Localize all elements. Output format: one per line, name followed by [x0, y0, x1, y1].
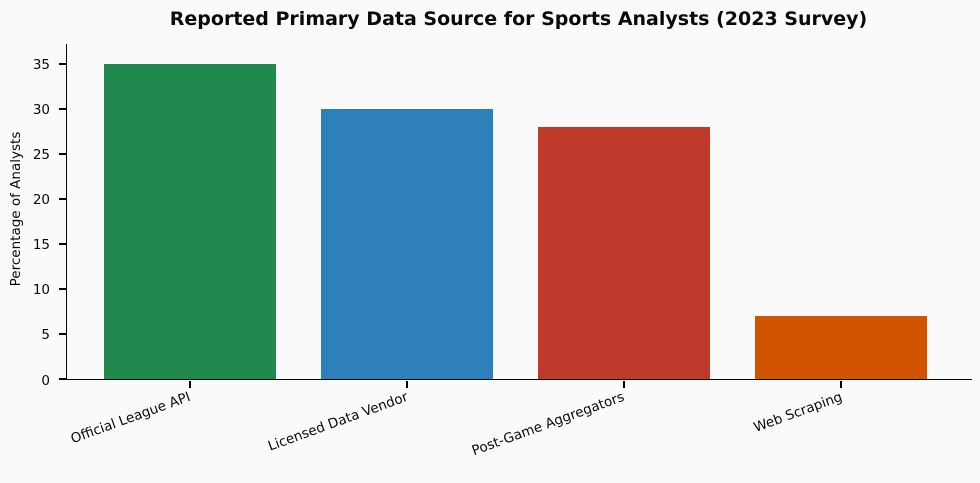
bar-official-league-api	[104, 63, 276, 379]
plot-area	[58, 44, 972, 388]
bar-post-game-aggregators	[538, 126, 710, 379]
x-axis-tick	[406, 381, 408, 388]
y-axis-tick	[58, 198, 66, 200]
y-tick-label: 35	[32, 57, 50, 74]
y-axis-tick	[58, 333, 66, 335]
x-axis-tick	[623, 381, 625, 388]
bar-web-scraping	[755, 315, 927, 379]
y-tick-label: 20	[32, 192, 50, 209]
y-axis-tick	[58, 378, 66, 380]
y-axis-tick	[58, 288, 66, 290]
x-tick-label: Web Scraping	[751, 389, 844, 436]
y-tick-label: 25	[32, 147, 50, 164]
y-axis-tick	[58, 153, 66, 155]
y-tick-label: 0	[41, 372, 50, 389]
y-axis-tick	[58, 108, 66, 110]
y-tick-label: 15	[32, 237, 50, 254]
y-tick-label: 5	[41, 327, 50, 344]
x-axis-tick	[189, 381, 191, 388]
x-tick-label: Post-Game Aggregators	[470, 389, 627, 460]
y-tick-label: 10	[32, 282, 50, 299]
y-tick-label: 30	[32, 102, 50, 119]
chart-title: Reported Primary Data Source for Sports …	[169, 8, 868, 30]
x-axis-tick	[840, 381, 842, 388]
x-tick-label: Official League API	[68, 389, 193, 448]
y-axis-tick	[58, 243, 66, 245]
bar-licensed-data-vendor	[321, 108, 493, 379]
x-tick-label: Licensed Data Vendor	[265, 389, 410, 455]
y-axis-tick	[58, 63, 66, 65]
